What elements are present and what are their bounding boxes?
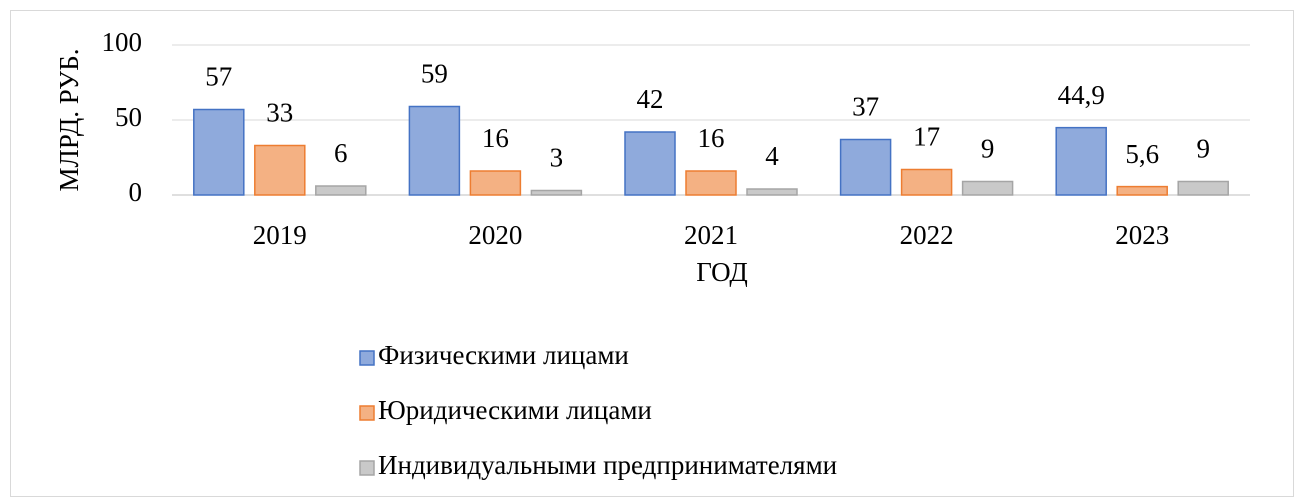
- data-label: 16: [482, 123, 509, 153]
- chart-border: [10, 10, 1294, 497]
- x-tick-label: 2022: [900, 220, 954, 250]
- data-label: 16: [698, 123, 725, 153]
- bar: [469, 170, 522, 196]
- data-label: 59: [421, 59, 448, 89]
- x-axis-title: ГОД: [696, 257, 748, 287]
- bar: [900, 168, 953, 196]
- x-tick-label: 2021: [684, 220, 738, 250]
- x-tick-label: 2023: [1115, 220, 1169, 250]
- bar: [685, 170, 737, 196]
- bar: [746, 188, 798, 196]
- bar: [839, 138, 892, 196]
- data-label: 9: [1196, 134, 1210, 164]
- data-label: 4: [765, 141, 779, 171]
- legend-swatch: [359, 405, 375, 421]
- y-axis-title: МЛРД. РУБ.: [54, 49, 84, 192]
- data-label: 42: [637, 84, 664, 114]
- legend-swatch: [359, 460, 375, 476]
- data-label: 6: [334, 138, 348, 168]
- data-label: 3: [550, 143, 564, 173]
- data-label: 37: [852, 92, 879, 122]
- bar: [315, 185, 367, 196]
- bar: [193, 108, 245, 196]
- legend-swatch: [359, 350, 375, 366]
- bar: [1055, 126, 1107, 196]
- y-tick-label: 0: [129, 177, 143, 207]
- data-label: 33: [266, 98, 293, 128]
- bar: [624, 131, 676, 196]
- bar: [1116, 185, 1168, 196]
- data-label: 9: [981, 134, 995, 164]
- bar: [961, 180, 1014, 196]
- data-label: 5,6: [1125, 139, 1159, 169]
- y-tick-label: 50: [115, 102, 142, 132]
- legend-label: Физическими лицами: [378, 340, 629, 370]
- bar: [1177, 180, 1229, 196]
- x-tick-label: 2019: [253, 220, 307, 250]
- bar: [408, 105, 461, 196]
- y-tick-label: 100: [102, 27, 143, 57]
- x-tick-label: 2020: [468, 220, 522, 250]
- bar: [530, 189, 583, 196]
- data-label: 17: [913, 122, 940, 152]
- legend-label: Индивидуальными предпринимателями: [378, 450, 837, 480]
- bar: [254, 144, 306, 196]
- legend-label: Юридическими лицами: [378, 395, 652, 425]
- data-label: 57: [205, 62, 232, 92]
- data-label: 44,9: [1058, 80, 1105, 110]
